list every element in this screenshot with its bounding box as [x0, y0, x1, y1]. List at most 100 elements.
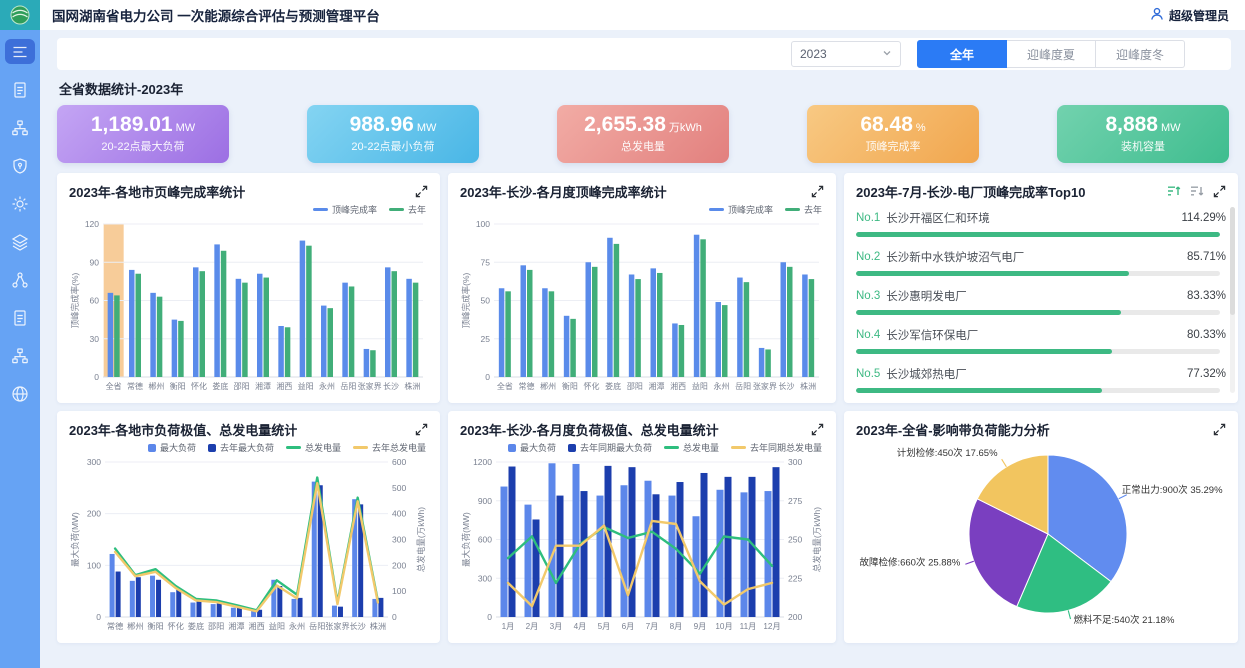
legend-item[interactable]: 去年同期总发电量 [730, 441, 822, 454]
expand-icon[interactable] [415, 185, 428, 198]
svg-text:100: 100 [87, 560, 101, 570]
sort-descending-icon[interactable] [1190, 184, 1204, 198]
sidebar-item-document-icon[interactable] [5, 305, 35, 330]
plant-name: 长沙开福区仁和环境 [886, 212, 990, 225]
legend-item[interactable]: 总发电量 [663, 441, 719, 454]
expand-icon[interactable] [415, 423, 428, 436]
svg-text:郴州: 郴州 [540, 382, 556, 391]
expand-icon[interactable] [811, 185, 824, 198]
stat-label: 20-22点最小负荷 [351, 141, 435, 153]
stat-card: 2,655.38 万kWh 总发电量 [557, 105, 729, 163]
legend-item[interactable]: 顶峰完成率 [312, 203, 377, 216]
sidebar-item-gear-icon[interactable] [5, 191, 35, 216]
legend-item[interactable]: 最大负荷 [147, 441, 196, 454]
list-item: No.5 长沙城郊热电厂 77.32% [856, 366, 1226, 393]
plant-name: 长沙新中水铁炉坡沼气电厂 [886, 251, 1025, 264]
legend-item[interactable]: 去年 [388, 203, 426, 216]
sidebar-item-layers-icon[interactable] [5, 229, 35, 254]
svg-text:全省: 全省 [497, 381, 513, 391]
stat-value: 2,655.38 万kWh [584, 113, 702, 136]
svg-text:0: 0 [487, 612, 492, 622]
svg-text:0: 0 [94, 372, 99, 382]
svg-text:900: 900 [478, 496, 492, 506]
svg-text:岳阳: 岳阳 [309, 621, 325, 631]
year-select[interactable]: 2023 [791, 41, 901, 67]
svg-text:株洲: 株洲 [370, 621, 386, 631]
progress-track [856, 232, 1220, 237]
list-item: No.3 长沙惠明发电厂 83.33% [856, 288, 1226, 315]
svg-text:邵阳: 邵阳 [208, 622, 224, 631]
svg-text:300: 300 [392, 535, 406, 545]
rank-label: No.5 [856, 367, 881, 380]
panel-load-capacity-analysis: 2023年-全省-影响带负荷能力分析 正常出力:900次 35.29% 燃料不足:… [844, 411, 1238, 643]
expand-icon[interactable] [1213, 185, 1226, 198]
svg-text:全省: 全省 [106, 381, 122, 391]
sidebar-item-share-nodes-icon[interactable] [5, 267, 35, 292]
sort-ascending-icon[interactable] [1167, 184, 1181, 198]
svg-text:邵阳: 邵阳 [627, 382, 643, 391]
svg-text:90: 90 [90, 257, 100, 267]
legend-item[interactable]: 去年总发电量 [352, 441, 426, 454]
page-content: 2023 全年 迎峰度夏 迎峰度冬 全省数据统计-2023年 1,189.01 MW 2… [40, 30, 1245, 668]
document-icon [14, 81, 26, 98]
svg-text:6月: 6月 [622, 622, 635, 631]
legend-item[interactable]: 顶峰完成率 [708, 203, 773, 216]
sidebar-item-org-chart-icon[interactable] [5, 343, 35, 368]
list-item: No.1 长沙开福区仁和环境 114.29% [856, 210, 1226, 237]
svg-text:总发电量(万kWh): 总发电量(万kWh) [812, 507, 822, 572]
sidebar-item-shield-icon[interactable] [5, 153, 35, 178]
tab-period-1[interactable]: 迎峰度夏 [1007, 40, 1096, 68]
panel-title: 2023年-全省-影响带负荷能力分析 [856, 422, 1050, 438]
svg-text:益阳: 益阳 [269, 621, 285, 631]
stat-unit: MW [175, 122, 196, 134]
stat-card: 988.96 MW 20-22点最小负荷 [307, 105, 479, 163]
svg-text:5月: 5月 [598, 622, 611, 631]
svg-text:怀化: 怀化 [584, 381, 600, 391]
list-item: No.4 长沙军信环保电厂 80.33% [856, 327, 1226, 354]
legend-item[interactable]: 去年最大负荷 [207, 441, 274, 454]
progress-track [856, 349, 1220, 354]
svg-text:长沙: 长沙 [349, 621, 365, 631]
changsha-monthly-load-generation-chart: 0 300 600 900 1200 200 225 250 275 300 最大负荷(MW) 总发电… [461, 457, 822, 631]
stat-card: 8,888 MW 装机容量 [1057, 105, 1229, 163]
legend-item[interactable]: 去年同期最大负荷 [567, 441, 652, 454]
svg-text:300: 300 [788, 457, 802, 467]
svg-text:4月: 4月 [574, 622, 587, 631]
sidebar-item-document-icon[interactable] [5, 77, 35, 102]
charts-grid: 2023年-各地市页峰完成率统计 顶峰完成率 去年 0 30 60 90 120 顶峰完成率… [57, 173, 1238, 643]
progress-track [856, 271, 1220, 276]
svg-text:郴州: 郴州 [127, 622, 143, 631]
svg-text:100: 100 [476, 219, 490, 229]
tab-period-2[interactable]: 迎峰度冬 [1096, 40, 1185, 68]
chart-legend: 顶峰完成率 去年 [69, 202, 426, 217]
svg-text:400: 400 [392, 509, 406, 519]
svg-text:500: 500 [392, 483, 406, 493]
scrollbar[interactable] [1230, 207, 1235, 393]
rank-label: No.1 [856, 211, 881, 224]
filter-bar: 2023 全年 迎峰度夏 迎峰度冬 [57, 38, 1231, 70]
svg-text:岳阳: 岳阳 [735, 381, 751, 391]
legend-item[interactable]: 最大负荷 [507, 441, 556, 454]
expand-icon[interactable] [811, 423, 824, 436]
sidebar-item-globe-icon[interactable] [5, 381, 35, 406]
sidebar-item-org-chart-icon[interactable] [5, 115, 35, 140]
panel-title: 2023年-各地市负荷极值、总发电量统计 [69, 422, 298, 438]
progress-fill [856, 232, 1220, 237]
rank-label: No.3 [856, 289, 881, 302]
expand-icon[interactable] [1213, 423, 1226, 436]
legend-item[interactable]: 去年 [784, 203, 822, 216]
completion-rate: 85.71% [1186, 250, 1226, 263]
svg-text:1月: 1月 [502, 622, 515, 631]
svg-text:300: 300 [478, 573, 492, 583]
svg-text:湘西: 湘西 [248, 621, 264, 631]
legend-item[interactable]: 总发电量 [285, 441, 341, 454]
svg-text:计划检修:450次 17.65%: 计划检修:450次 17.65% [897, 447, 998, 459]
user-menu[interactable]: 超级管理员 [1150, 7, 1229, 24]
tab-period-0[interactable]: 全年 [917, 40, 1007, 68]
svg-text:张家界: 张家界 [325, 621, 350, 631]
stat-unit: MW [1161, 122, 1181, 134]
svg-text:600: 600 [478, 535, 492, 545]
sidebar-item-menu-icon[interactable] [5, 39, 35, 64]
svg-text:长沙: 长沙 [383, 381, 399, 391]
svg-text:275: 275 [788, 496, 802, 506]
